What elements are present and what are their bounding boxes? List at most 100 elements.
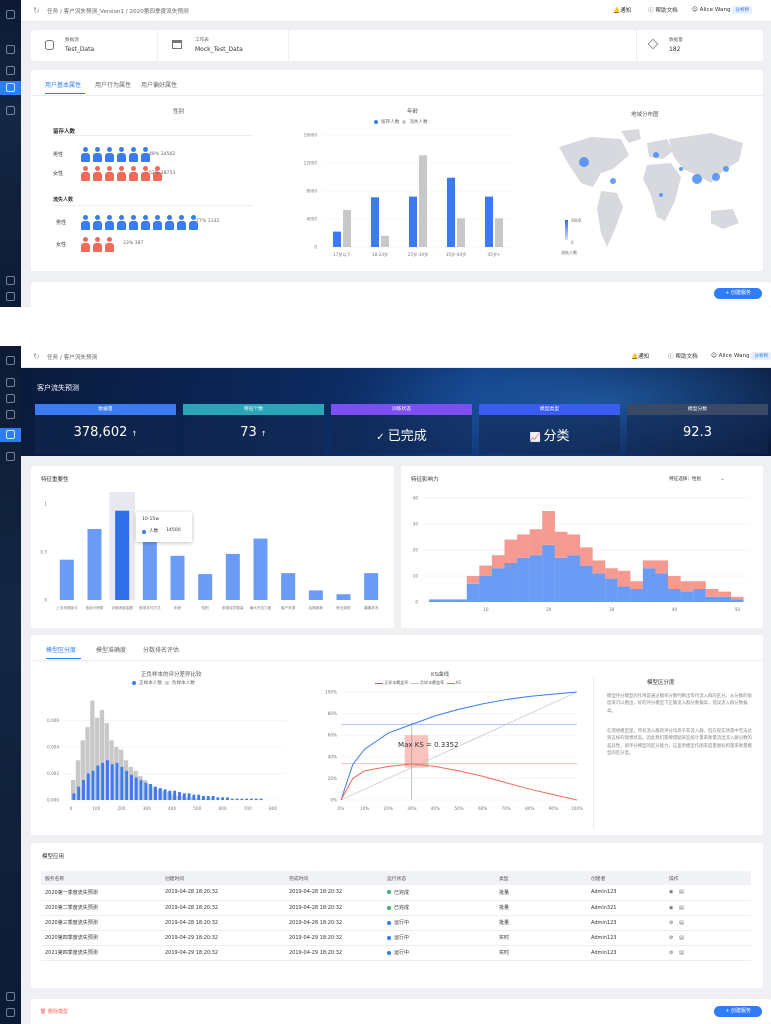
map-title: 地域分布图 xyxy=(631,112,659,118)
kpi-tile: 训练状态 ✓ 已完成 xyxy=(331,404,472,454)
document-icon[interactable]: ▤ xyxy=(678,904,684,911)
trash-icon: 🗑 xyxy=(40,1009,47,1015)
person-head xyxy=(95,147,100,152)
y-tick-label: 0 xyxy=(415,600,418,605)
female-icon xyxy=(81,237,90,252)
table-row[interactable]: 2020第一季度流失预测 2019-04-28 18:20:32 2019-04… xyxy=(41,885,751,901)
y-tick-label: 12000 xyxy=(304,161,318,166)
tooltip-swatch xyxy=(142,530,146,534)
ks-series-line xyxy=(340,691,578,801)
nav-item-active[interactable] xyxy=(0,81,21,95)
info-label: 数据源 xyxy=(65,38,79,43)
negative-bar xyxy=(75,760,81,800)
document-icon[interactable]: ▤ xyxy=(679,934,684,941)
influence-bar-blue xyxy=(529,555,543,602)
tab-ranking[interactable]: 分数排名评估 xyxy=(143,647,180,654)
importance-bar xyxy=(225,553,240,600)
influence-bar-blue xyxy=(617,586,631,602)
male-icon xyxy=(129,215,138,230)
person-body xyxy=(81,221,90,230)
influence-bar-red xyxy=(680,581,694,592)
nav-icon[interactable] xyxy=(6,10,15,19)
nav-icon[interactable] xyxy=(6,410,15,419)
kpi-value: 92.3 xyxy=(627,425,768,440)
influence-bar-red xyxy=(554,531,568,558)
male-icon xyxy=(117,147,126,162)
chart-icon: 📈 xyxy=(529,433,544,443)
document-icon[interactable]: ▤ xyxy=(679,949,684,956)
settings-icon[interactable]: ⚙ xyxy=(669,919,674,926)
person-head xyxy=(107,147,112,152)
sidebar xyxy=(0,0,21,307)
database-icon xyxy=(45,40,54,50)
help-button[interactable]: ⓘ 帮助文档 xyxy=(668,352,698,360)
influence-bar-blue xyxy=(454,599,467,602)
nav-icon[interactable] xyxy=(6,1008,15,1017)
cell-name: 2020第四季度流失预测 xyxy=(41,930,161,946)
tab-preference[interactable]: 用户偏好属性 xyxy=(141,82,178,89)
delete-model-button[interactable]: 🗑 删除模型 xyxy=(40,1008,68,1015)
person-body xyxy=(141,221,150,230)
influence-bar-red xyxy=(542,511,555,545)
x-tick-label: 10% xyxy=(360,806,369,811)
table-title: 模型应用 xyxy=(42,854,65,860)
user-menu[interactable]: ☺ Alice Wang 分析师 xyxy=(692,6,753,14)
influence-bar-blue xyxy=(655,573,669,602)
importance-bar xyxy=(253,538,268,600)
table-row[interactable]: 2021第四季度流失预测 2019-04-29 18:20:32 2019-04… xyxy=(41,945,751,961)
legend-swatch xyxy=(132,680,136,685)
breadcrumb[interactable]: 任务 / 客户流失预测_Version1 / 2020第四季度流失预测 xyxy=(47,9,189,15)
nav-icon[interactable] xyxy=(6,106,15,115)
tab-discrimination[interactable]: 模型区分度 xyxy=(46,647,77,654)
x-tick-label: 0% xyxy=(338,806,345,811)
document-icon[interactable]: ▤ xyxy=(679,919,684,926)
kpi-suffix: ↑ xyxy=(131,430,138,438)
person-body xyxy=(141,153,150,162)
document-icon[interactable]: ▤ xyxy=(678,889,684,896)
nav-icon[interactable] xyxy=(6,83,15,92)
view-icon[interactable]: ◉ xyxy=(669,889,674,896)
map-north-america xyxy=(559,137,629,187)
nav-icon[interactable] xyxy=(6,292,15,301)
nav-icon[interactable] xyxy=(6,452,15,461)
male-icon xyxy=(105,147,114,162)
influence-bar-red xyxy=(504,539,518,563)
influence-bar-blue xyxy=(579,565,593,602)
tab-basic[interactable]: 用户基本属性 xyxy=(45,82,82,89)
nav-icon[interactable] xyxy=(6,394,15,403)
nav-icon[interactable] xyxy=(6,276,15,285)
nav-item-active[interactable] xyxy=(0,428,21,442)
person-body xyxy=(153,172,162,181)
layers-icon xyxy=(647,38,659,50)
status-dot xyxy=(387,950,391,955)
help-button[interactable]: ⓘ 帮助文档 xyxy=(648,6,678,14)
table-row[interactable]: 2020第二季度流失预测 2019-04-28 18:20:32 2019-04… xyxy=(41,900,751,916)
nav-icon[interactable] xyxy=(6,378,15,387)
positive-bar xyxy=(144,782,148,800)
settings-icon[interactable]: ⚙ xyxy=(669,934,674,941)
person-head xyxy=(131,215,136,220)
tab-behavior[interactable]: 用户行为属性 xyxy=(95,82,132,89)
person-body xyxy=(177,221,186,230)
notification-button[interactable]: 🔔通知 xyxy=(613,6,631,14)
breadcrumb[interactable]: 任务 / 客户流失预测 xyxy=(47,355,98,361)
col-owner: 创建者 xyxy=(587,871,665,885)
nav-icon[interactable] xyxy=(6,356,15,365)
nav-icon[interactable] xyxy=(6,430,15,439)
notification-button[interactable]: 🔔通知 xyxy=(631,352,649,360)
settings-icon[interactable]: ⚙ xyxy=(669,949,674,956)
create-service-button[interactable]: + 创建服务 xyxy=(714,288,762,299)
tab-accuracy[interactable]: 模型准确度 xyxy=(96,647,127,654)
create-service-button[interactable]: + 创建服务 xyxy=(714,1006,762,1017)
nav-icon[interactable] xyxy=(6,992,15,1001)
feature-select[interactable]: 特征选择：性别 ⌄ xyxy=(669,476,725,482)
table-row[interactable]: 2020第四季度流失预测 2019-04-29 18:20:32 2019-04… xyxy=(41,930,751,946)
kpi-header: 模型分数 xyxy=(627,404,768,415)
positive-bar xyxy=(187,793,191,800)
x-tick-label: 100% xyxy=(571,806,583,811)
view-icon[interactable]: ◉ xyxy=(669,904,674,911)
user-menu[interactable]: ☺ Alice Wang 分析师 ⌄ xyxy=(711,352,771,360)
nav-icon[interactable] xyxy=(6,45,15,54)
table-row[interactable]: 2020第三季度流失预测 2019-04-28 18:20:32 2019-04… xyxy=(41,915,751,931)
nav-icon[interactable] xyxy=(6,66,15,75)
